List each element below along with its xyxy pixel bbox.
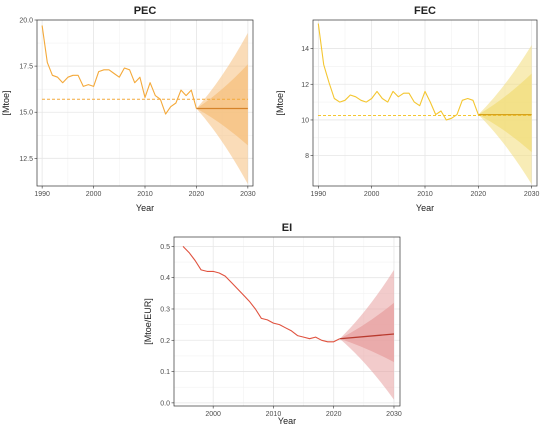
fec-x-tick-label: 2000 [364,191,380,198]
fec-series-line [317,23,479,121]
fec-y-tick-label: 14 [301,46,309,53]
ei-y-tick-label: 0.2 [160,338,170,345]
fec-y-tick-label: 12 [301,82,309,89]
ei-forecast-band-80 [339,302,394,363]
fec-y-tick-label: 8 [305,153,309,160]
ei-series-line [182,246,340,343]
pec-series-line [41,25,197,115]
ei-y-tick-label: 0.4 [160,275,170,282]
pec-forecast-band-80 [196,64,248,146]
fec-title: FEC [414,5,436,17]
fec-panel: 1990 2000 2010 2020 2030 8 10 12 14 FEC Year [Mtoe] [275,5,540,213]
pec-y-tick-label: 17.5 [19,64,33,71]
fec-x-tick-label: 1990 [311,191,327,198]
pec-x-tick-label: 2010 [137,191,153,198]
pec-y-tick-label: 12.5 [19,156,33,163]
ei-title: EI [282,222,292,234]
ei-y-tick-label: 0.0 [160,400,170,407]
ei-panel: 2000 2010 2020 2030 0.0 0.1 0.2 0.3 0.4 0.5 EI Year… [143,222,402,426]
fec-x-axis-label: Year [416,203,434,213]
pec-x-tick-label: 2020 [189,191,205,198]
fec-x-tick-label: 2030 [524,191,540,198]
ei-panel-border [173,236,401,407]
ei-x-tick-label: 2000 [205,411,221,418]
pec-y-axis-label: [Mtoe] [1,90,11,115]
pec-x-tick-label: 1990 [34,191,50,198]
ei-y-axis-label: [Mtoe/EUR] [143,298,153,345]
pec-x-axis-label: Year [136,203,154,213]
fec-y-axis-label: [Mtoe] [275,90,285,115]
ei-x-tick-label: 2030 [386,411,402,418]
pec-y-tick-label: 20.0 [19,18,33,25]
fec-y-tick-label: 10 [301,117,309,124]
pec-title: PEC [134,5,157,17]
ei-x-tick-label: 2010 [266,411,282,418]
fec-forecast-band-80 [478,73,532,153]
fec-x-tick-label: 2010 [417,191,433,198]
ei-y-tick-label: 0.3 [160,306,170,313]
ei-x-tick-label: 2020 [326,411,342,418]
ei-x-axis-label: Year [278,416,296,426]
ei-y-tick-label: 0.5 [160,244,170,251]
ei-y-tick-label: 0.1 [160,369,170,376]
pec-y-tick-label: 15.0 [19,110,33,117]
pec-panel: 1990 2000 2010 2020 2030 12.5 15.0 17.5 20.0 PEC Y… [1,5,256,213]
pec-x-tick-label: 2030 [240,191,256,198]
fec-x-tick-label: 2020 [471,191,487,198]
pec-x-tick-label: 2000 [86,191,102,198]
ei-forecast-line [339,333,395,340]
